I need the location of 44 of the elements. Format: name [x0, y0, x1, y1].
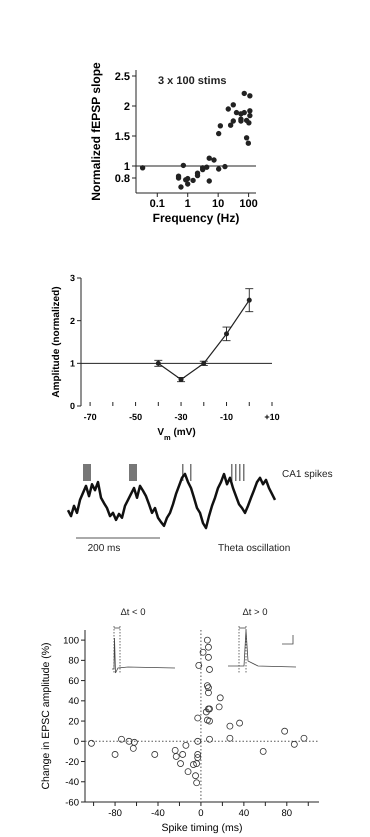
y-tick-label: 0 [74, 736, 79, 748]
x-axis-title: Frequency (Hz) [152, 211, 240, 225]
x-tick-label: -50 [129, 412, 142, 422]
x-axis-title: Spike timing (ms) [161, 822, 243, 834]
y-axis-title: Change in EPSC amplitude (%) [40, 642, 52, 790]
x-tick-label: 10 [212, 198, 224, 210]
y-tick-label: 2 [124, 100, 130, 113]
x-tick-label: 40 [238, 808, 250, 819]
text: Δt > 0 [242, 607, 268, 618]
y-tick-label: 1 [124, 160, 130, 173]
y-tick-label: 2 [70, 316, 75, 326]
x-tick-label: 80 [282, 808, 292, 819]
y-axis-title: Normalized fEPSP slope [89, 62, 103, 201]
x-tick-label: 100 [239, 198, 258, 210]
annotation: 3 x 100 stims [158, 75, 226, 87]
text: CA1 spikes [282, 469, 333, 480]
x-tick-label: +10 [264, 412, 280, 422]
y-tick-label: -60 [65, 797, 79, 808]
y-tick-label: 0 [70, 401, 75, 412]
x-tick-label: -80 [108, 808, 122, 819]
y-tick-label: 1.5 [114, 130, 130, 143]
y-tick-label: 0.8 [114, 172, 130, 185]
x-tick-label: -30 [174, 412, 188, 422]
x-axis-title: V$_{m}$ (mV) [157, 427, 196, 442]
y-tick-label: 2.5 [114, 70, 130, 83]
y-tick-label: 1 [70, 358, 75, 368]
y-tick-label: 100 [63, 635, 79, 646]
y-tick-label: -20 [65, 756, 79, 768]
text: Δt < 0 [120, 607, 146, 618]
x-tick-label: 1 [184, 198, 191, 210]
y-tick-label: 3 [70, 273, 75, 284]
x-tick-label: -70 [84, 412, 97, 422]
x-tick-label: -40 [151, 808, 165, 819]
y-tick-label: -40 [65, 777, 79, 788]
y-tick-label: 20 [68, 716, 79, 728]
text: Theta oscillation [218, 543, 290, 554]
x-tick-label: 0.1 [150, 198, 165, 210]
y-axis-title: Amplitude (normalized) [51, 286, 62, 398]
text: 200 ms [88, 543, 120, 554]
y-tick-label: 80 [68, 656, 79, 667]
y-tick-label: 40 [68, 696, 79, 708]
x-tick-label: 0 [198, 808, 204, 819]
y-tick-label: 60 [68, 676, 79, 687]
x-tick-label: -10 [220, 412, 234, 422]
